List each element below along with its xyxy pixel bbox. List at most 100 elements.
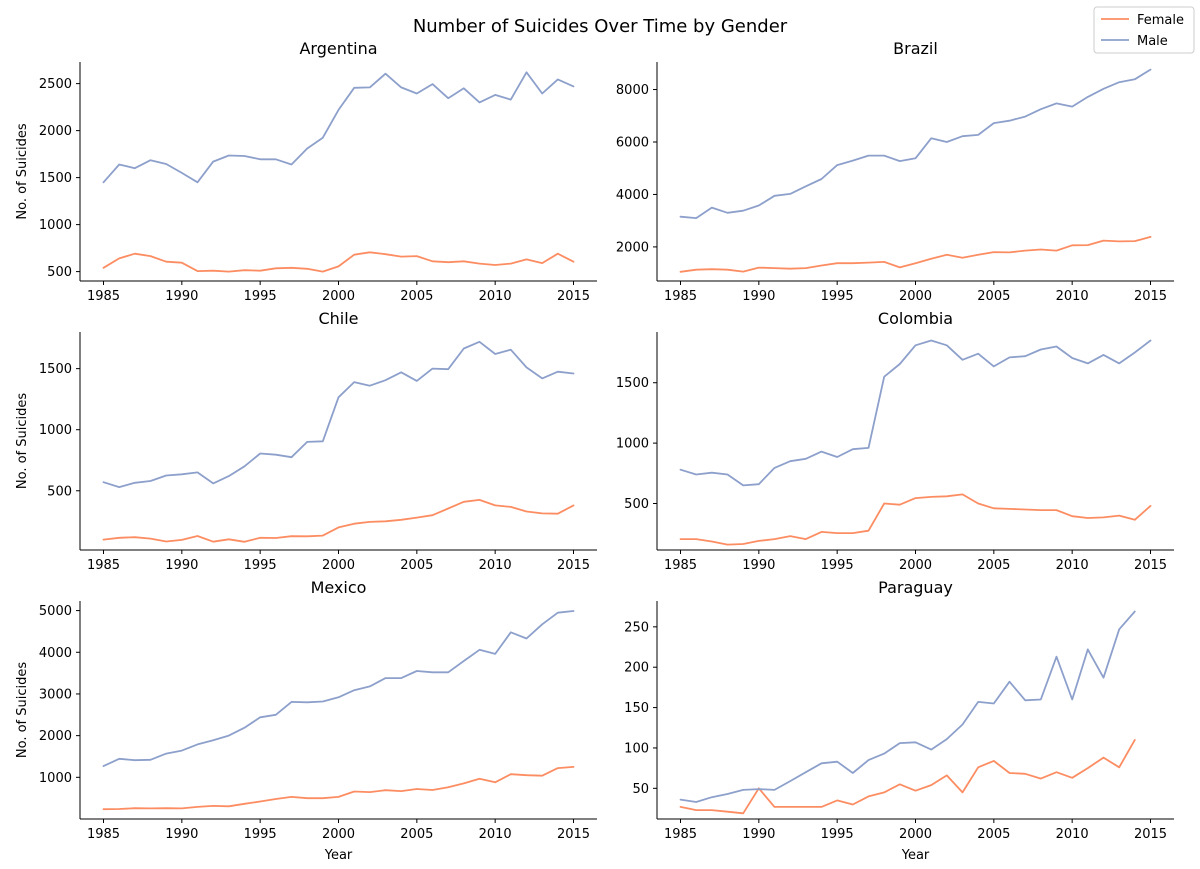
- series-line-male: [102, 71, 575, 184]
- y-tick-label: 1500: [616, 376, 649, 391]
- x-tick-label: 2010: [1056, 558, 1089, 573]
- y-tick-label: 1500: [39, 171, 72, 186]
- series-line-female: [102, 251, 575, 273]
- panel-title: Paraguay: [878, 578, 953, 597]
- x-tick-label: 2005: [977, 827, 1010, 842]
- x-tick-label: 1990: [742, 827, 775, 842]
- x-tick-label: 2015: [1134, 558, 1167, 573]
- x-tick-label: 2000: [322, 827, 355, 842]
- x-tick-label: 2010: [479, 558, 512, 573]
- y-tick-label: 100: [624, 741, 649, 756]
- x-tick-label: 2010: [479, 827, 512, 842]
- panel-mexico: Mexico 1985 1990 1995 2000 2005 2010 2015 1000 20…: [15, 578, 597, 863]
- series-line-female: [102, 498, 575, 543]
- panel-title: Argentina: [299, 39, 377, 58]
- series-line-male: [679, 610, 1136, 803]
- y-tick-label: 1000: [39, 423, 72, 438]
- y-tick-label: 1000: [39, 771, 72, 786]
- x-tick-label: 1995: [821, 558, 854, 573]
- x-tick-label: 2015: [557, 289, 590, 304]
- series-line-male: [679, 339, 1152, 487]
- x-tick-label: 1990: [165, 289, 198, 304]
- x-tick-label: 2015: [557, 558, 590, 573]
- x-tick-label: 1995: [244, 558, 277, 573]
- panel-title: Brazil: [893, 39, 938, 58]
- x-tick-label: 1995: [244, 289, 277, 304]
- panel-title: Mexico: [311, 578, 367, 597]
- y-tick-label: 6000: [616, 135, 649, 150]
- panel-colombia: Colombia 1985 1990 1995 2000 2005 2010 2015 500 1…: [616, 309, 1174, 573]
- x-tick-label: 2005: [977, 289, 1010, 304]
- x-tick-label: 2000: [899, 558, 932, 573]
- x-tick-label: 2015: [557, 827, 590, 842]
- x-tick-label: 2005: [400, 289, 433, 304]
- panel-title: Chile: [318, 309, 358, 328]
- x-tick-label: 2005: [400, 558, 433, 573]
- series-line-female: [102, 766, 575, 811]
- y-tick-label: 500: [624, 497, 649, 512]
- y-tick-label: 3000: [39, 687, 72, 702]
- legend: Female Male: [1093, 6, 1195, 54]
- x-tick-label: 2010: [479, 289, 512, 304]
- series-line-male: [102, 340, 575, 489]
- x-tick-label: 1995: [821, 289, 854, 304]
- y-tick-label: 2000: [39, 729, 72, 744]
- y-axis-label: No. of Suicides: [15, 123, 30, 219]
- x-tick-label: 2015: [1134, 289, 1167, 304]
- chart-panels: Argentina 1985 1990 1995 2000 2005 2010 2015 500…: [15, 39, 1174, 863]
- y-tick-label: 150: [624, 701, 649, 716]
- x-tick-label: 1990: [742, 558, 775, 573]
- y-tick-label: 2500: [39, 77, 72, 92]
- y-tick-label: 5000: [39, 604, 72, 619]
- x-tick-label: 2005: [400, 827, 433, 842]
- x-tick-label: 1985: [87, 558, 120, 573]
- x-axis-label: Year: [901, 848, 930, 863]
- x-axis-label: Year: [324, 848, 353, 863]
- legend-female-label: Female: [1137, 13, 1184, 28]
- y-tick-label: 500: [47, 265, 72, 280]
- panel-title: Colombia: [878, 309, 953, 328]
- x-tick-label: 2000: [899, 827, 932, 842]
- x-tick-label: 1995: [821, 827, 854, 842]
- y-tick-label: 2000: [39, 124, 72, 139]
- x-tick-label: 1990: [742, 289, 775, 304]
- series-line-male: [679, 68, 1152, 220]
- x-tick-label: 1985: [87, 827, 120, 842]
- x-tick-label: 1985: [664, 558, 697, 573]
- y-axis-label: No. of Suicides: [15, 393, 30, 489]
- y-tick-label: 1000: [616, 437, 649, 452]
- legend-male-label: Male: [1137, 34, 1168, 49]
- y-tick-label: 4000: [39, 646, 72, 661]
- x-tick-label: 2010: [1056, 289, 1089, 304]
- x-tick-label: 2015: [1134, 827, 1167, 842]
- x-tick-label: 2010: [1056, 827, 1089, 842]
- x-tick-label: 1995: [244, 827, 277, 842]
- panel-argentina: Argentina 1985 1990 1995 2000 2005 2010 2015 500…: [15, 39, 597, 304]
- y-axis-label: No. of Suicides: [15, 662, 30, 758]
- figure-title: Number of Suicides Over Time by Gender: [413, 16, 788, 37]
- x-tick-label: 1990: [165, 558, 198, 573]
- y-tick-label: 500: [47, 484, 72, 499]
- series-line-male: [102, 610, 575, 767]
- y-tick-label: 200: [624, 661, 649, 676]
- y-tick-label: 250: [624, 620, 649, 635]
- y-tick-label: 8000: [616, 83, 649, 98]
- y-tick-label: 50: [632, 782, 649, 797]
- series-line-female: [679, 739, 1136, 815]
- x-tick-label: 1985: [664, 289, 697, 304]
- x-tick-label: 2000: [322, 558, 355, 573]
- series-line-female: [679, 493, 1152, 546]
- x-tick-label: 2000: [899, 289, 932, 304]
- series-line-female: [679, 235, 1152, 273]
- y-tick-label: 4000: [616, 188, 649, 203]
- panel-brazil: Brazil 1985 1990 1995 2000 2005 2010 2015 2000 40…: [616, 39, 1174, 304]
- x-tick-label: 2005: [977, 558, 1010, 573]
- x-tick-label: 1985: [664, 827, 697, 842]
- x-tick-label: 1985: [87, 289, 120, 304]
- panel-paraguay: Paraguay 1985 1990 1995 2000 2005 2010 2015 50 10…: [624, 578, 1174, 863]
- x-tick-label: 1990: [165, 827, 198, 842]
- y-tick-label: 2000: [616, 240, 649, 255]
- y-tick-label: 1500: [39, 362, 72, 377]
- y-tick-label: 1000: [39, 218, 72, 233]
